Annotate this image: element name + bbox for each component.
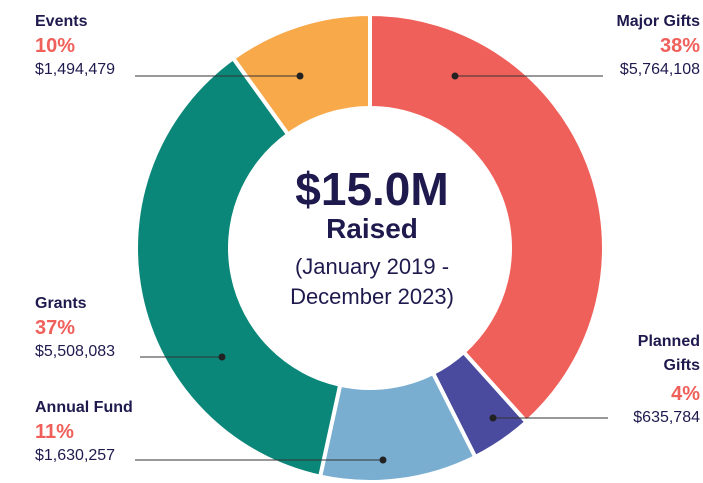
center-period: (January 2019 - [295, 254, 449, 279]
leader-dot [379, 456, 387, 464]
slice-label: Events 10% $1,494,479 [35, 14, 115, 78]
amount-label: $1,494,479 [35, 61, 116, 78]
category-name: Planned Gifts [637, 333, 700, 374]
leaders [135, 72, 608, 464]
share-label: 37% [35, 317, 76, 339]
amount-label: $1,630,257 [35, 447, 116, 464]
category-name: Major Gifts [616, 13, 700, 30]
category-name: Grants [35, 295, 87, 312]
center-label: Raised [326, 213, 418, 244]
slice-label: Planned Gifts 4% $635,784 [620, 333, 700, 426]
share-label: 4% [671, 383, 700, 405]
center-amount: $15.0M [295, 163, 448, 215]
amount-label: $5,508,083 [35, 343, 116, 360]
center-period: December 2023) [290, 284, 454, 309]
slice-label: Grants 37% $5,508,083 [35, 296, 115, 360]
slice [134, 55, 343, 480]
slice-label: Major Gifts 38% $5,764,108 [616, 14, 700, 78]
amount-label: $635,784 [633, 409, 700, 426]
category-name: Events [35, 13, 88, 30]
leader-dot [296, 72, 304, 80]
slices [134, 11, 606, 483]
slice [368, 11, 606, 425]
amount-label: $5,764,108 [619, 61, 700, 78]
leader-dot [451, 72, 459, 80]
share-label: 38% [659, 35, 700, 57]
category-name: Annual Fund [35, 399, 133, 416]
leader-dot [218, 353, 226, 361]
share-label: 11% [35, 421, 74, 443]
slice-label: Annual Fund 11% $1,630,257 [35, 400, 133, 464]
share-label: 10% [35, 35, 76, 57]
leader-dot [489, 414, 497, 422]
